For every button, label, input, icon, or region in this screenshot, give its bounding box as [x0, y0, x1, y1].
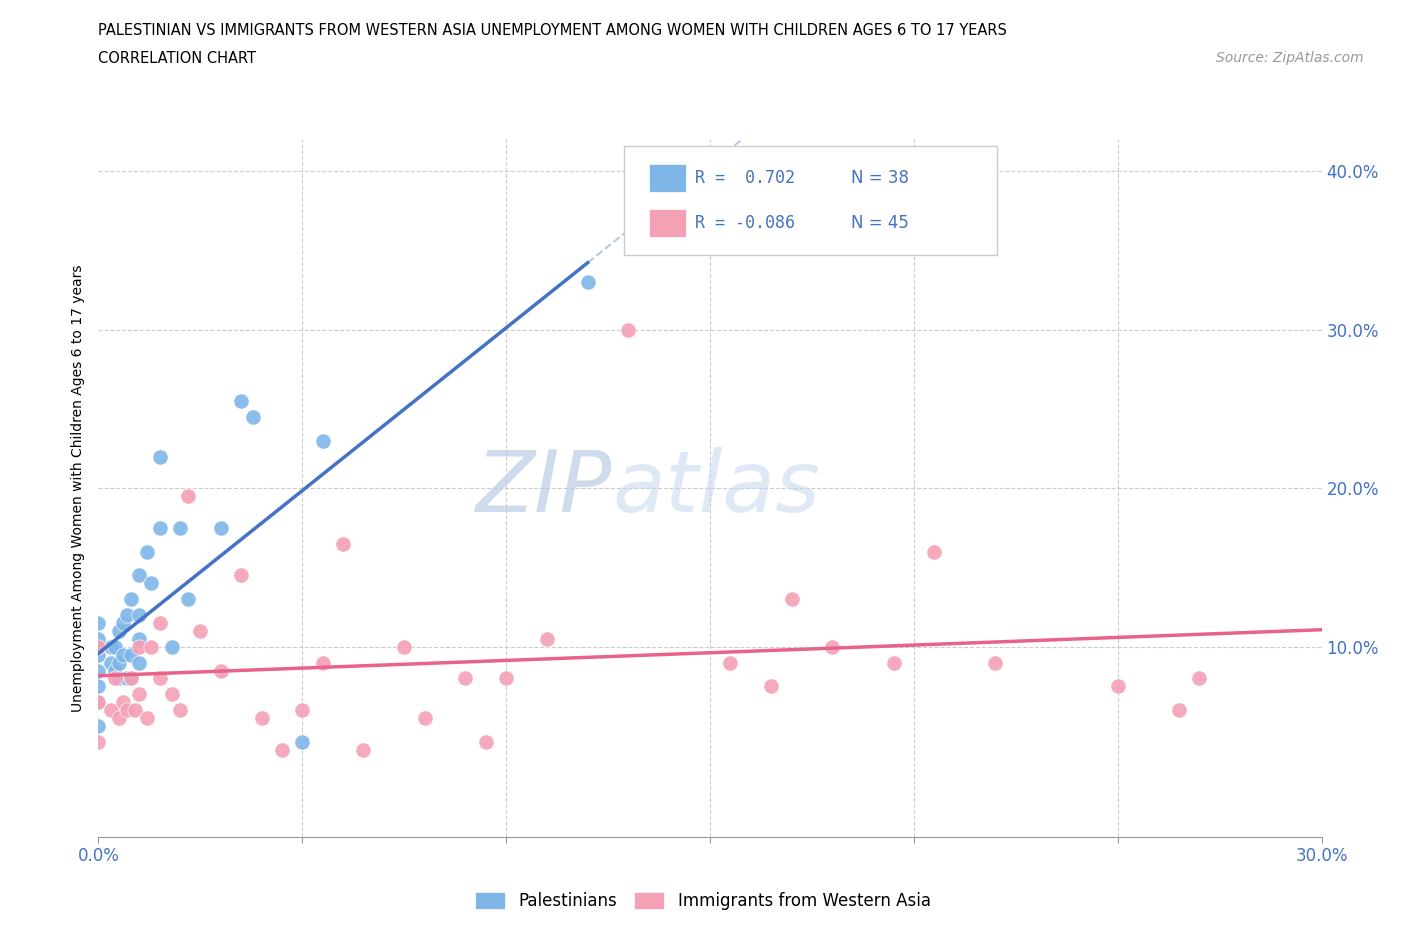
Point: [617, 323, 640, 338]
Point: [821, 639, 844, 654]
Y-axis label: Unemployment Among Women with Children Ages 6 to 17 years: Unemployment Among Women with Children A…: [72, 264, 86, 712]
Point: [87, 735, 110, 750]
Point: [136, 544, 159, 559]
Point: [120, 671, 142, 686]
Point: [141, 639, 163, 654]
Point: [128, 568, 150, 583]
Point: [984, 655, 1007, 670]
Point: [495, 671, 517, 686]
Point: [87, 639, 110, 654]
Text: Source: ZipAtlas.com: Source: ZipAtlas.com: [1216, 51, 1364, 65]
Point: [177, 591, 200, 606]
Point: [209, 521, 232, 536]
Point: [128, 631, 150, 646]
Text: PALESTINIAN VS IMMIGRANTS FROM WESTERN ASIA UNEMPLOYMENT AMONG WOMEN WITH CHILDR: PALESTINIAN VS IMMIGRANTS FROM WESTERN A…: [98, 23, 1007, 38]
Text: R =  0.702: R = 0.702: [696, 169, 796, 188]
Point: [128, 639, 150, 654]
Point: [141, 576, 163, 591]
Point: [231, 393, 253, 408]
Point: [883, 655, 905, 670]
Point: [1107, 679, 1129, 694]
Point: [108, 671, 131, 686]
Text: R = -0.086: R = -0.086: [696, 214, 796, 232]
Point: [231, 568, 253, 583]
Point: [250, 711, 273, 725]
Point: [188, 623, 212, 638]
Point: [87, 647, 110, 662]
Text: N = 45: N = 45: [851, 214, 908, 232]
Point: [149, 671, 172, 686]
Text: ZIP: ZIP: [475, 446, 612, 530]
Point: [720, 655, 742, 670]
Point: [87, 631, 110, 646]
Point: [87, 719, 110, 734]
Point: [270, 742, 294, 757]
Point: [291, 703, 314, 718]
Point: [312, 655, 335, 670]
Bar: [650, 208, 686, 236]
Point: [120, 647, 142, 662]
Point: [312, 433, 335, 448]
FancyBboxPatch shape: [624, 147, 997, 255]
Point: [761, 679, 783, 694]
Point: [87, 679, 110, 694]
Point: [392, 639, 416, 654]
Text: CORRELATION CHART: CORRELATION CHART: [98, 51, 256, 66]
Point: [242, 409, 264, 424]
Point: [454, 671, 477, 686]
Point: [115, 671, 138, 686]
Point: [149, 521, 172, 536]
Point: [780, 591, 803, 606]
Point: [87, 695, 110, 710]
Point: [160, 639, 183, 654]
Point: [100, 639, 122, 654]
Bar: [650, 165, 686, 193]
Point: [87, 616, 110, 631]
Point: [108, 711, 131, 725]
Point: [128, 655, 150, 670]
Point: [149, 449, 172, 464]
Point: [169, 703, 191, 718]
Point: [100, 703, 122, 718]
Point: [104, 663, 127, 678]
Point: [104, 671, 127, 686]
Text: N = 38: N = 38: [851, 169, 908, 188]
Point: [115, 703, 138, 718]
Point: [87, 663, 110, 678]
Point: [100, 655, 122, 670]
Point: [160, 687, 183, 702]
Point: [128, 687, 150, 702]
Point: [209, 663, 232, 678]
Point: [115, 607, 138, 622]
Point: [128, 607, 150, 622]
Point: [352, 742, 374, 757]
Point: [474, 735, 498, 750]
Point: [111, 647, 134, 662]
Point: [108, 623, 131, 638]
Point: [136, 711, 159, 725]
Point: [576, 274, 599, 289]
Point: [120, 671, 142, 686]
Point: [111, 695, 134, 710]
Point: [108, 655, 131, 670]
Point: [124, 703, 146, 718]
Point: [111, 616, 134, 631]
Point: [1188, 671, 1211, 686]
Point: [536, 631, 558, 646]
Point: [104, 639, 127, 654]
Text: atlas: atlas: [612, 446, 820, 530]
Point: [177, 489, 200, 504]
Point: [169, 521, 191, 536]
Point: [291, 735, 314, 750]
Point: [332, 537, 354, 551]
Point: [149, 616, 172, 631]
Point: [413, 711, 436, 725]
Legend: Palestinians, Immigrants from Western Asia: Palestinians, Immigrants from Western As…: [468, 885, 938, 917]
Point: [120, 591, 142, 606]
Point: [922, 544, 945, 559]
Point: [87, 695, 110, 710]
Point: [1167, 703, 1189, 718]
